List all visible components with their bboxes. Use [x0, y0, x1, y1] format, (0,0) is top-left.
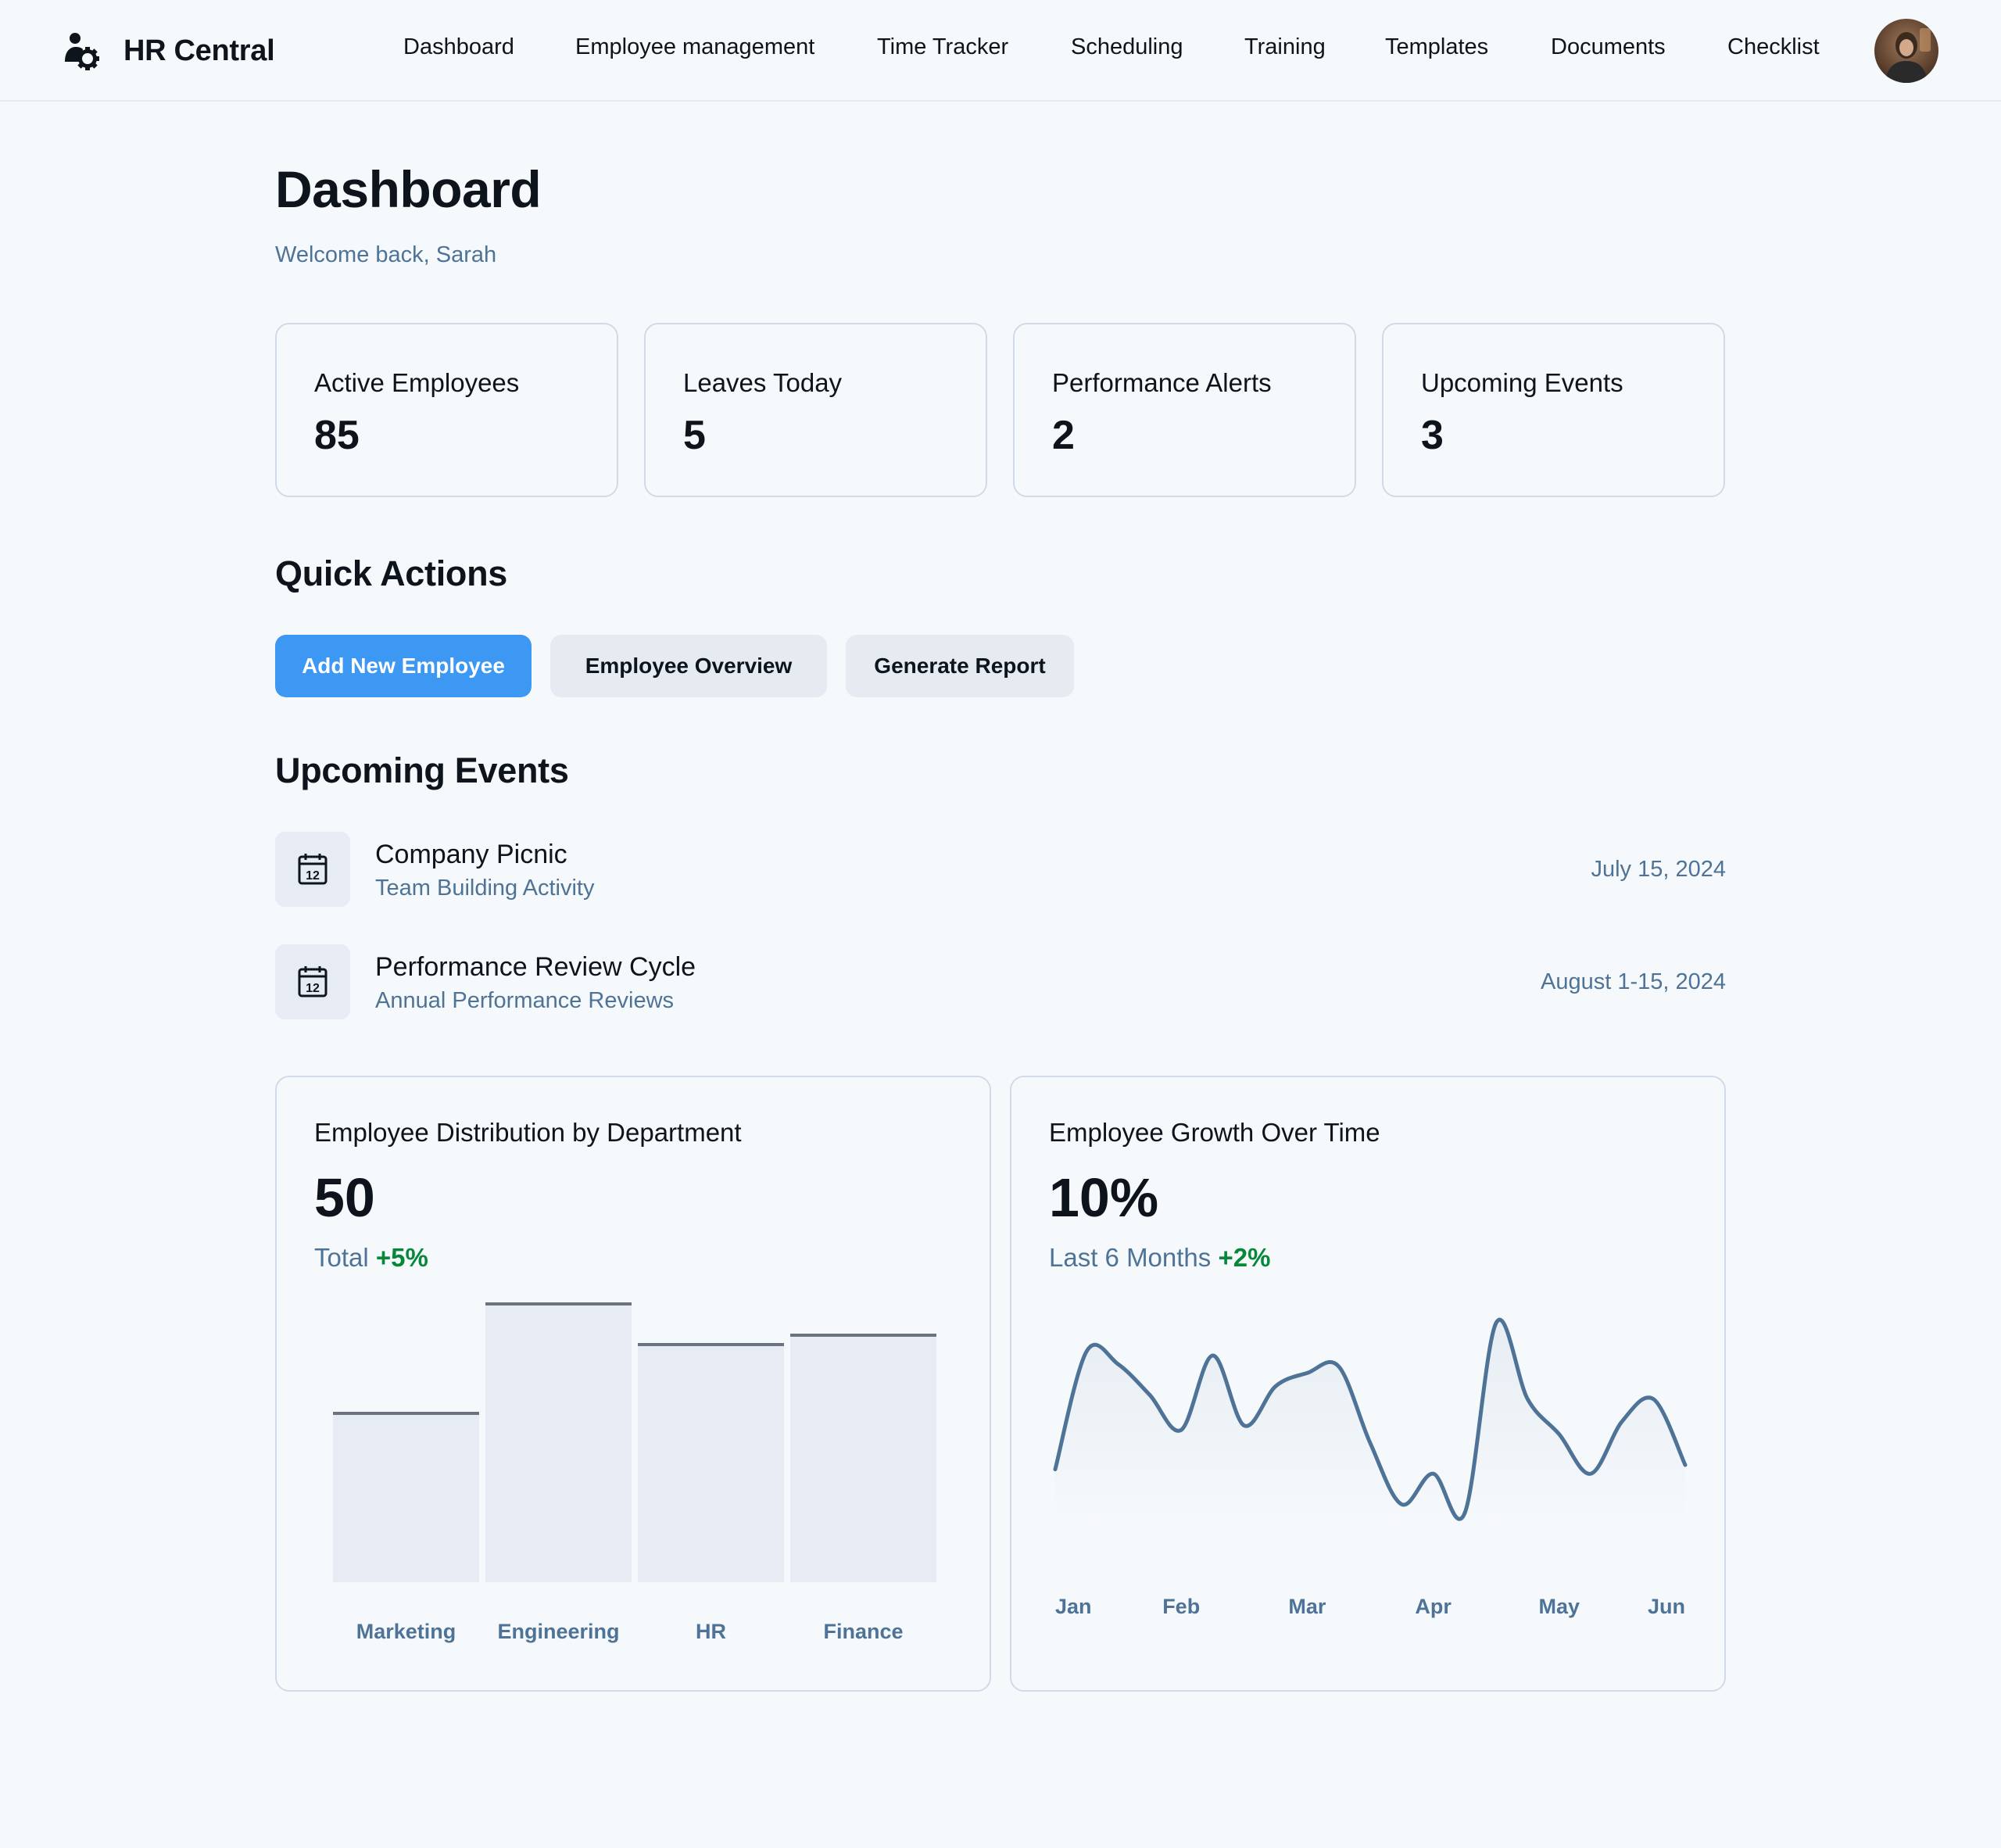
stat-card-leaves-today: Leaves Today 5 — [644, 323, 987, 497]
chart-delta: +2% — [1218, 1243, 1271, 1272]
nav-item-documents[interactable]: Documents — [1551, 34, 1666, 59]
quick-actions-heading: Quick Actions — [275, 553, 507, 593]
stat-value: 2 — [1052, 413, 1075, 458]
calendar-icon: 12 — [298, 966, 328, 997]
x-tick-label: HR — [696, 1620, 726, 1643]
chart-subtitle-label: Last 6 Months — [1049, 1243, 1212, 1272]
stat-value: 5 — [683, 413, 706, 458]
user-gear-icon — [65, 33, 99, 70]
stat-card-upcoming-events: Upcoming Events 3 — [1382, 323, 1725, 497]
brand[interactable]: HR Central — [63, 28, 275, 73]
page-title: Dashboard — [275, 160, 542, 218]
nav-item-templates[interactable]: Templates — [1385, 34, 1489, 59]
chart-title: Employee Distribution by Department — [314, 1118, 742, 1147]
event-title: Company Picnic — [375, 840, 567, 869]
chart-subtitle: Total +5% — [314, 1243, 428, 1273]
event-date: July 15, 2024 — [1591, 857, 1726, 882]
x-tick-label: Jun — [1648, 1595, 1685, 1618]
x-tick-label: Jan — [1055, 1595, 1092, 1618]
chart-total-value: 50 — [314, 1167, 375, 1228]
add-new-employee-button[interactable]: Add New Employee — [275, 635, 532, 697]
x-tick-label: Engineering — [497, 1620, 619, 1643]
stat-card-active-employees: Active Employees 85 — [275, 323, 618, 497]
growth-series-line — [1053, 1317, 1688, 1521]
event-date: August 1-15, 2024 — [1540, 969, 1726, 994]
chart-delta: +5% — [375, 1243, 428, 1272]
svg-text:12: 12 — [306, 982, 320, 995]
x-tick-label: Mar — [1288, 1595, 1326, 1618]
svg-text:12: 12 — [306, 869, 320, 883]
avatar-image — [1874, 19, 1938, 83]
x-tick-label: Feb — [1162, 1595, 1200, 1618]
employee-overview-button[interactable]: Employee Overview — [550, 635, 827, 697]
chart-growth-value: 10% — [1049, 1167, 1159, 1228]
stat-value: 85 — [314, 413, 360, 458]
department-distribution-card: Employee Distribution by Department 50 T… — [275, 1076, 991, 1692]
chart-subtitle: Last 6 Months +2% — [1049, 1243, 1270, 1273]
event-title: Performance Review Cycle — [375, 952, 696, 982]
line-area-fill — [1055, 1320, 1685, 1531]
chart-subtitle-label: Total — [314, 1243, 369, 1272]
event-item[interactable]: 12 Performance Review Cycle Annual Perfo… — [275, 944, 1726, 1019]
stat-label: Upcoming Events — [1421, 368, 1623, 397]
nav-item-time-tracker[interactable]: Time Tracker — [877, 34, 1009, 59]
event-item[interactable]: 12 Company Picnic Team Building Activity… — [275, 832, 1726, 907]
welcome-message: Welcome back, Sarah — [275, 242, 497, 267]
bar-finance — [790, 1335, 936, 1582]
x-tick-label: Apr — [1415, 1595, 1452, 1618]
stat-value: 3 — [1421, 413, 1444, 458]
stat-label: Leaves Today — [683, 368, 843, 397]
nav-item-dashboard[interactable]: Dashboard — [403, 34, 514, 59]
bar-chart: Marketing Engineering HR Finance — [333, 1302, 936, 1643]
event-subtitle: Team Building Activity — [375, 876, 595, 901]
event-subtitle: Annual Performance Reviews — [375, 988, 675, 1013]
nav-item-checklist[interactable]: Checklist — [1727, 34, 1820, 59]
event-icon-tile: 12 — [275, 832, 350, 907]
line-chart: Jan Feb Mar Apr May Jun — [1053, 1317, 1688, 1618]
nav-item-employee-management[interactable]: Employee management — [575, 34, 815, 59]
event-icon-tile: 12 — [275, 944, 350, 1019]
user-avatar[interactable] — [1874, 19, 1938, 83]
top-navigation-bar: HR Central Dashboard Employee management… — [0, 0, 2001, 102]
chart-title: Employee Growth Over Time — [1049, 1118, 1380, 1147]
nav-item-scheduling[interactable]: Scheduling — [1071, 34, 1183, 59]
brand-name: HR Central — [123, 34, 275, 67]
calendar-icon: 12 — [298, 854, 328, 885]
stat-label: Active Employees — [314, 368, 520, 397]
x-tick-label: Finance — [823, 1620, 903, 1643]
x-tick-label: Marketing — [356, 1620, 456, 1643]
bar-hr — [638, 1345, 784, 1582]
upcoming-events-heading: Upcoming Events — [275, 750, 569, 790]
employee-growth-card: Employee Growth Over Time 10% Last 6 Mon… — [1010, 1076, 1726, 1692]
stat-label: Performance Alerts — [1052, 368, 1272, 397]
nav-item-training[interactable]: Training — [1244, 34, 1326, 59]
generate-report-button[interactable]: Generate Report — [846, 635, 1074, 697]
bar-marketing — [333, 1413, 479, 1582]
x-tick-label: May — [1539, 1595, 1580, 1618]
stat-card-performance-alerts: Performance Alerts 2 — [1013, 323, 1356, 497]
bar-engineering — [485, 1304, 632, 1582]
